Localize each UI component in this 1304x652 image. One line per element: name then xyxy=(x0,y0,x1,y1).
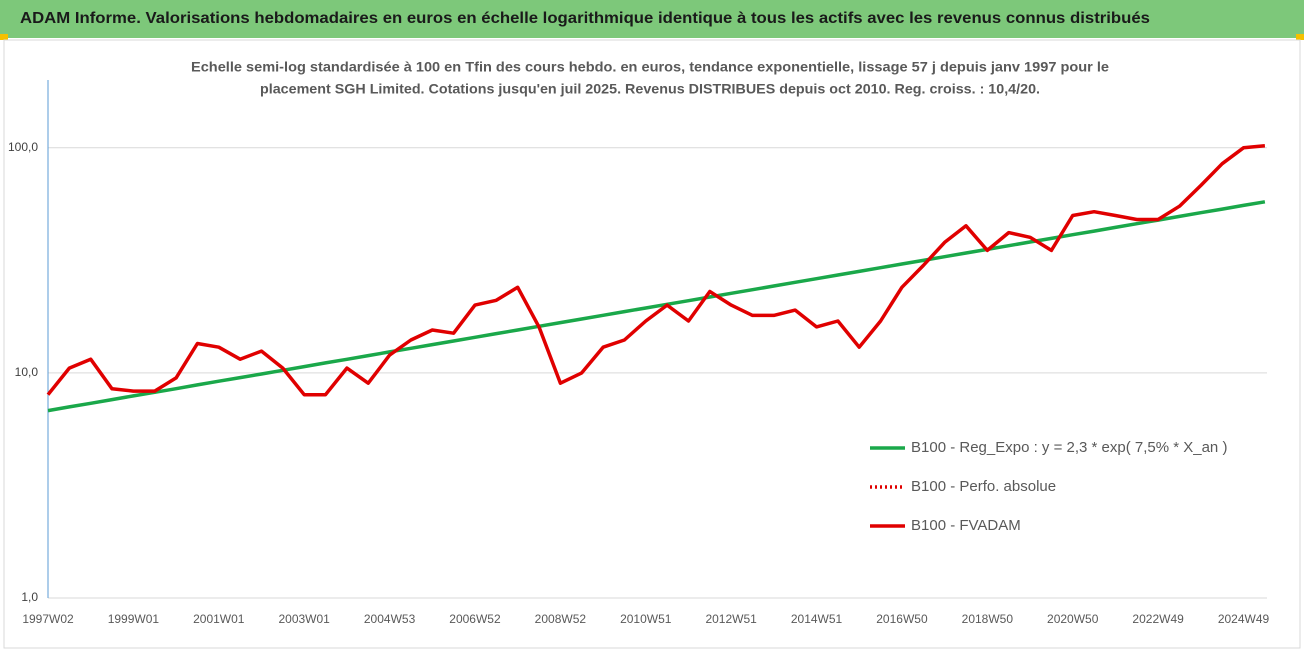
x-tick-label: 2022W49 xyxy=(1132,612,1184,626)
corner-mark xyxy=(0,34,8,40)
x-tick-label: 2012W51 xyxy=(705,612,757,626)
x-tick-label: 2004W53 xyxy=(364,612,416,626)
series-line xyxy=(47,200,1266,413)
legend-label: B100 - Perfo. absolue xyxy=(911,478,1056,495)
chart-subtitle: placement SGH Limited. Cotations jusqu'e… xyxy=(260,81,1040,97)
x-tick-label: 2001W01 xyxy=(193,612,245,626)
header-bar xyxy=(0,0,1304,38)
x-tick-label: 2018W50 xyxy=(962,612,1014,626)
x-tick-label: 2010W51 xyxy=(620,612,672,626)
y-tick-label: 1,0 xyxy=(21,590,38,604)
x-tick-label: 2016W50 xyxy=(876,612,928,626)
corner-mark xyxy=(1296,34,1304,40)
x-tick-label: 2006W52 xyxy=(449,612,501,626)
x-tick-label: 2003W01 xyxy=(278,612,330,626)
chart-title: ADAM Informe. Valorisations hebdomadaire… xyxy=(20,10,1150,27)
y-tick-label: 100,0 xyxy=(8,140,38,154)
x-tick-label: 1999W01 xyxy=(108,612,160,626)
chart-subtitle: Echelle semi-log standardisée à 100 en T… xyxy=(191,59,1109,75)
x-tick-label: 2024W49 xyxy=(1218,612,1270,626)
y-tick-label: 10,0 xyxy=(15,365,39,379)
chart-frame xyxy=(3,39,1301,649)
x-tick-label: 2014W51 xyxy=(791,612,843,626)
series-line xyxy=(46,144,1266,397)
x-tick-label: 2008W52 xyxy=(535,612,587,626)
x-tick-label: 2020W50 xyxy=(1047,612,1099,626)
x-tick-label: 1997W02 xyxy=(22,612,74,626)
legend-label: B100 - Reg_Expo : y = 2,3 * exp( 7,5% * … xyxy=(911,439,1227,456)
legend-label: B100 - FVADAM xyxy=(911,517,1021,534)
